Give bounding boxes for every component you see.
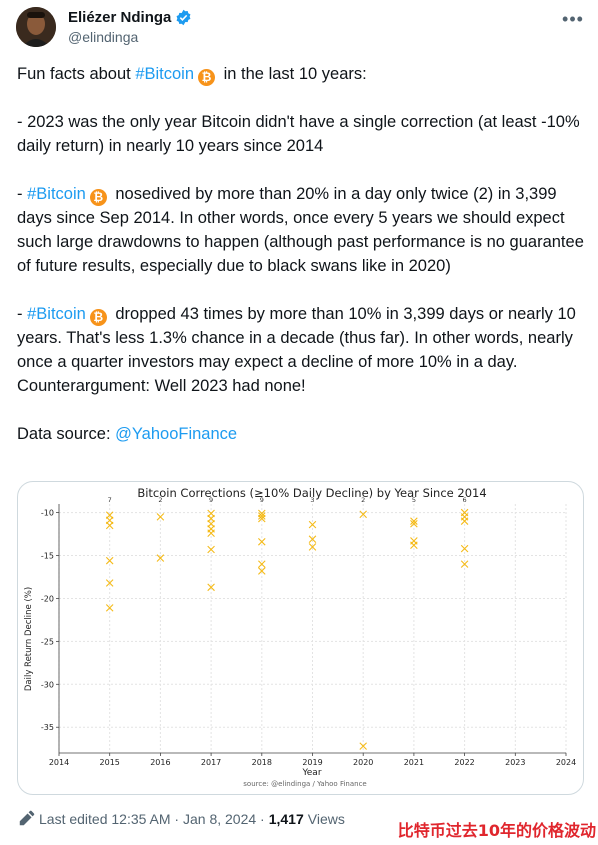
chart-grid (58, 504, 567, 753)
author-name-line[interactable]: Eliézer Ndinga (68, 9, 192, 26)
x-tick-label: 2021 (404, 758, 424, 767)
y-tick-label: -10 (41, 509, 54, 518)
year-count-label: 7 (108, 496, 112, 504)
verified-badge-icon (176, 9, 191, 26)
correction-point (460, 544, 469, 553)
x-tick-label: 2022 (454, 758, 474, 767)
y-tick-label: -30 (41, 680, 54, 689)
tweet-intro: Fun facts about #Bitcoin ₿ in the last 10… (17, 65, 367, 86)
watermark-text: 比特币过去10年的价格波动 (397, 821, 596, 840)
correction-point (308, 520, 317, 529)
corrections-scatter-chart: Bitcoin Corrections (≥10% Daily Decline)… (24, 486, 576, 788)
year-count-label: 2 (158, 496, 162, 504)
correction-point (258, 537, 266, 546)
correction-point (460, 517, 469, 525)
correction-point (105, 521, 114, 530)
chart-source: source: @elindinga / Yahoo Finance (243, 780, 366, 788)
x-tick-label: 2023 (505, 758, 525, 767)
y-tick-label: -20 (41, 594, 54, 603)
correction-point (105, 604, 114, 612)
correction-point (156, 513, 165, 521)
hashtag-bitcoin[interactable]: #Bitcoin (27, 185, 86, 203)
mention-yahoofinance[interactable]: @YahooFinance (115, 425, 238, 443)
chart-image-card[interactable]: Bitcoin Corrections (≥10% Daily Decline)… (17, 481, 584, 795)
correction-point (410, 519, 418, 528)
x-tick-label: 2015 (100, 758, 120, 767)
chart-count-labels: 7 2 9 9 3 2 5 6 (108, 496, 467, 504)
x-tick-label: 2014 (49, 758, 69, 767)
correction-point (308, 543, 317, 551)
year-count-label: 2 (361, 496, 365, 504)
year-count-label: 3 (310, 496, 314, 504)
bitcoin-icon: ₿ (89, 309, 107, 326)
correction-point (105, 556, 114, 565)
bitcoin-icon: ₿ (198, 69, 216, 86)
chart-title: Bitcoin Corrections (≥10% Daily Decline)… (137, 486, 486, 500)
x-tick-label: 2018 (252, 758, 272, 767)
year-count-label: 6 (463, 496, 467, 504)
chart-xlabel: Year (301, 768, 321, 778)
tweet-source: Data source: @YahooFinance (17, 425, 238, 443)
correction-point (410, 541, 418, 550)
author-name[interactable]: Eliézer Ndinga (68, 9, 172, 26)
y-tick-label: -15 (41, 552, 54, 561)
correction-point (359, 742, 367, 750)
views-count: 1,417 (268, 811, 304, 827)
tweet-text: Fun facts about #Bitcoin ₿ in the last 10… (17, 62, 585, 470)
correction-point (207, 583, 215, 592)
y-tick-label: -25 (41, 637, 54, 646)
tweet-paragraph-2: - #Bitcoin ₿ nosedived by more than 20% i… (17, 185, 584, 275)
correction-point (258, 512, 266, 520)
avatar[interactable] (16, 7, 56, 47)
hashtag-bitcoin[interactable]: #Bitcoin (135, 65, 195, 83)
tweet-paragraph-3: - #Bitcoin ₿ dropped 43 times by more tha… (17, 305, 576, 395)
correction-point (258, 560, 266, 568)
tweet-footer: Last edited 12:35 AM · Jan 8, 2024 · 1,4… (17, 810, 345, 828)
edit-pencil-icon (19, 810, 35, 826)
x-tick-label: 2020 (353, 758, 373, 767)
author-handle[interactable]: @elindinga (68, 29, 139, 45)
chart-axes: 2014 2015 2016 2017 2018 2019 2020 2021 2022 2023… (41, 504, 576, 767)
x-tick-label: 2017 (201, 758, 221, 767)
x-tick-label: 2016 (150, 758, 170, 767)
correction-point (410, 517, 418, 525)
correction-point (308, 535, 317, 543)
correction-point (258, 567, 266, 575)
x-tick-label: 2019 (302, 758, 322, 767)
hashtag-bitcoin[interactable]: #Bitcoin (27, 305, 86, 323)
y-tick-label: -35 (41, 723, 54, 732)
correction-point (460, 560, 469, 568)
year-count-label: 5 (412, 496, 416, 504)
avatar-image (16, 7, 56, 47)
correction-point (207, 529, 215, 537)
correction-point (207, 545, 215, 554)
year-count-label: 9 (260, 496, 264, 504)
correction-point (359, 510, 367, 519)
tweet-header: Eliézer Ndinga @elindinga ••• (16, 6, 586, 50)
chart-ylabel: Daily Return Decline (%) (24, 587, 34, 691)
correction-point (156, 554, 165, 562)
year-count-label: 9 (209, 496, 213, 504)
chart-points (105, 508, 469, 750)
more-options-icon[interactable]: ••• (562, 8, 584, 29)
last-edited-link[interactable]: Last edited 12:35 AM · Jan 8, 2024 · (39, 811, 265, 827)
bitcoin-icon: ₿ (89, 189, 107, 206)
views-label: Views (307, 811, 345, 827)
x-tick-label: 2024 (556, 758, 576, 767)
correction-point (258, 514, 266, 523)
correction-point (105, 579, 114, 587)
tweet-paragraph-1: - 2023 was the only year Bitcoin didn't … (17, 113, 580, 155)
